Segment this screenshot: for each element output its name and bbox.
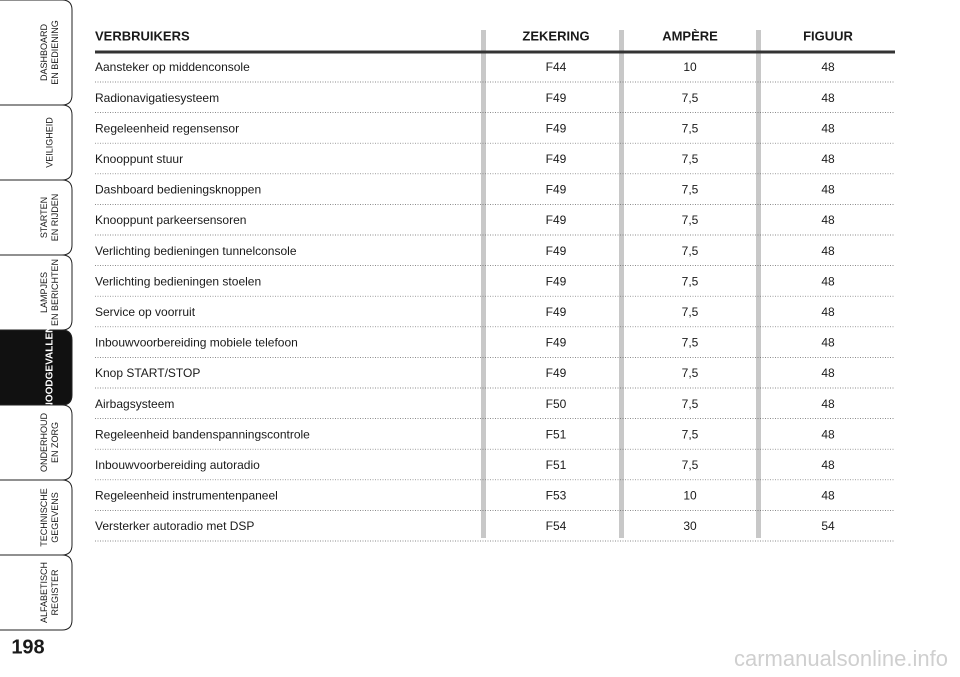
table-cell: 30 (683, 519, 697, 533)
table-cell: 48 (821, 213, 835, 227)
table-cell: 48 (821, 489, 835, 503)
table-cell: Regeleenheid bandenspanningscontrole (95, 427, 310, 441)
table-cell: 10 (683, 60, 697, 74)
table-cell: 48 (821, 183, 835, 197)
tab-label: DASHBOARD (39, 23, 49, 81)
table-cell: Regeleenheid instrumentenpaneel (95, 489, 278, 503)
watermark: carmanualsonline.info (734, 646, 948, 671)
tab-label: VEILIGHEID (44, 117, 54, 168)
sidebar-tab (0, 104, 73, 181)
table-cell: 54 (821, 519, 835, 533)
table-cell: F51 (546, 458, 567, 472)
table-cell: Inbouwvoorbereiding mobiele telefoon (95, 336, 298, 350)
table-cell: 48 (821, 274, 835, 288)
tab-label: ALFABETISCH (39, 562, 49, 623)
sidebar-tab (0, 479, 73, 556)
table-cell: F49 (546, 274, 567, 288)
table-cell: F49 (546, 183, 567, 197)
table-cell: F54 (546, 519, 567, 533)
table-cell: 48 (821, 336, 835, 350)
table-cell: F49 (546, 366, 567, 380)
table-cell: 7,5 (682, 336, 699, 350)
table-cell: 7,5 (682, 152, 699, 166)
tab-label: EN RIJDEN (50, 194, 60, 242)
sidebar-tab (0, 554, 73, 631)
table-cell: F49 (546, 91, 567, 105)
table-cell: 48 (821, 305, 835, 319)
sidebar-tab (0, 179, 73, 256)
table-cell: Versterker autoradio met DSP (95, 519, 254, 533)
table-cell: Airbagsysteem (95, 397, 174, 411)
sidebar-tab (0, 329, 73, 406)
tab-label: EN BEDIENING (50, 20, 60, 85)
column-bar (619, 30, 624, 538)
table-cell: Verlichting bedieningen tunnelconsole (95, 244, 297, 258)
table-cell: F49 (546, 121, 567, 135)
table-cell: 7,5 (682, 274, 699, 288)
table-cell: F49 (546, 336, 567, 350)
table-cell: 7,5 (682, 427, 699, 441)
table-cell: 48 (821, 427, 835, 441)
table-cell: Regeleenheid regensensor (95, 121, 239, 135)
table-cell: F44 (546, 60, 567, 74)
table-cell: Radionavigatiesysteem (95, 91, 219, 105)
table-cell: Knooppunt stuur (95, 152, 183, 166)
tab-label: LAMPJES (39, 272, 49, 313)
table-cell: F50 (546, 397, 567, 411)
tab-label: ONDERHOUD (39, 413, 49, 473)
column-bar (481, 30, 486, 538)
table-cell: F49 (546, 305, 567, 319)
column-header: VERBRUIKERS (95, 28, 190, 43)
table-cell: F49 (546, 152, 567, 166)
table-cell: 48 (821, 244, 835, 258)
sidebar-tab (0, 0, 73, 106)
sidebar-tab (0, 254, 73, 331)
table-cell: Knop START/STOP (95, 366, 200, 380)
table-cell: Dashboard bedieningsknoppen (95, 183, 261, 197)
tab-label: TECHNISCHE (39, 488, 49, 547)
tab-label: EN BERICHTEN (50, 259, 60, 326)
column-bar (756, 30, 761, 538)
page-number: 198 (11, 636, 44, 658)
table-cell: 7,5 (682, 91, 699, 105)
table-cell: 48 (821, 152, 835, 166)
table-cell: 48 (821, 121, 835, 135)
table-cell: 7,5 (682, 397, 699, 411)
tab-label: STARTEN (39, 197, 49, 238)
table-cell: Verlichting bedieningen stoelen (95, 274, 261, 288)
table-cell: F49 (546, 213, 567, 227)
table-cell: 7,5 (682, 305, 699, 319)
table-cell: 48 (821, 397, 835, 411)
table-cell: F49 (546, 244, 567, 258)
table-cell: 10 (683, 489, 697, 503)
table-cell: 48 (821, 366, 835, 380)
table-cell: 7,5 (682, 183, 699, 197)
table-cell: 48 (821, 91, 835, 105)
table-cell: 7,5 (682, 244, 699, 258)
table-cell: Aansteker op middenconsole (95, 60, 250, 74)
column-header: ZEKERING (522, 28, 589, 43)
table-cell: Inbouwvoorbereiding autoradio (95, 458, 260, 472)
tab-label: GEGEVENS (50, 492, 60, 543)
sidebar-tab (0, 404, 73, 481)
table-cell: F53 (546, 489, 567, 503)
table-cell: Knooppunt parkeersensoren (95, 213, 246, 227)
table-cell: F51 (546, 427, 567, 441)
table-cell: 48 (821, 60, 835, 74)
table-cell: Service op voorruit (95, 305, 196, 319)
table-cell: 7,5 (682, 458, 699, 472)
tab-label: EN ZORG (50, 422, 60, 463)
column-header: AMPÈRE (662, 28, 718, 43)
table-cell: 7,5 (682, 366, 699, 380)
table-cell: 7,5 (682, 121, 699, 135)
tab-label: NOODGEVALLEN (45, 326, 56, 410)
column-header: FIGUUR (803, 28, 853, 43)
tab-label: REGISTER (50, 569, 60, 616)
table-cell: 48 (821, 458, 835, 472)
table-cell: 7,5 (682, 213, 699, 227)
